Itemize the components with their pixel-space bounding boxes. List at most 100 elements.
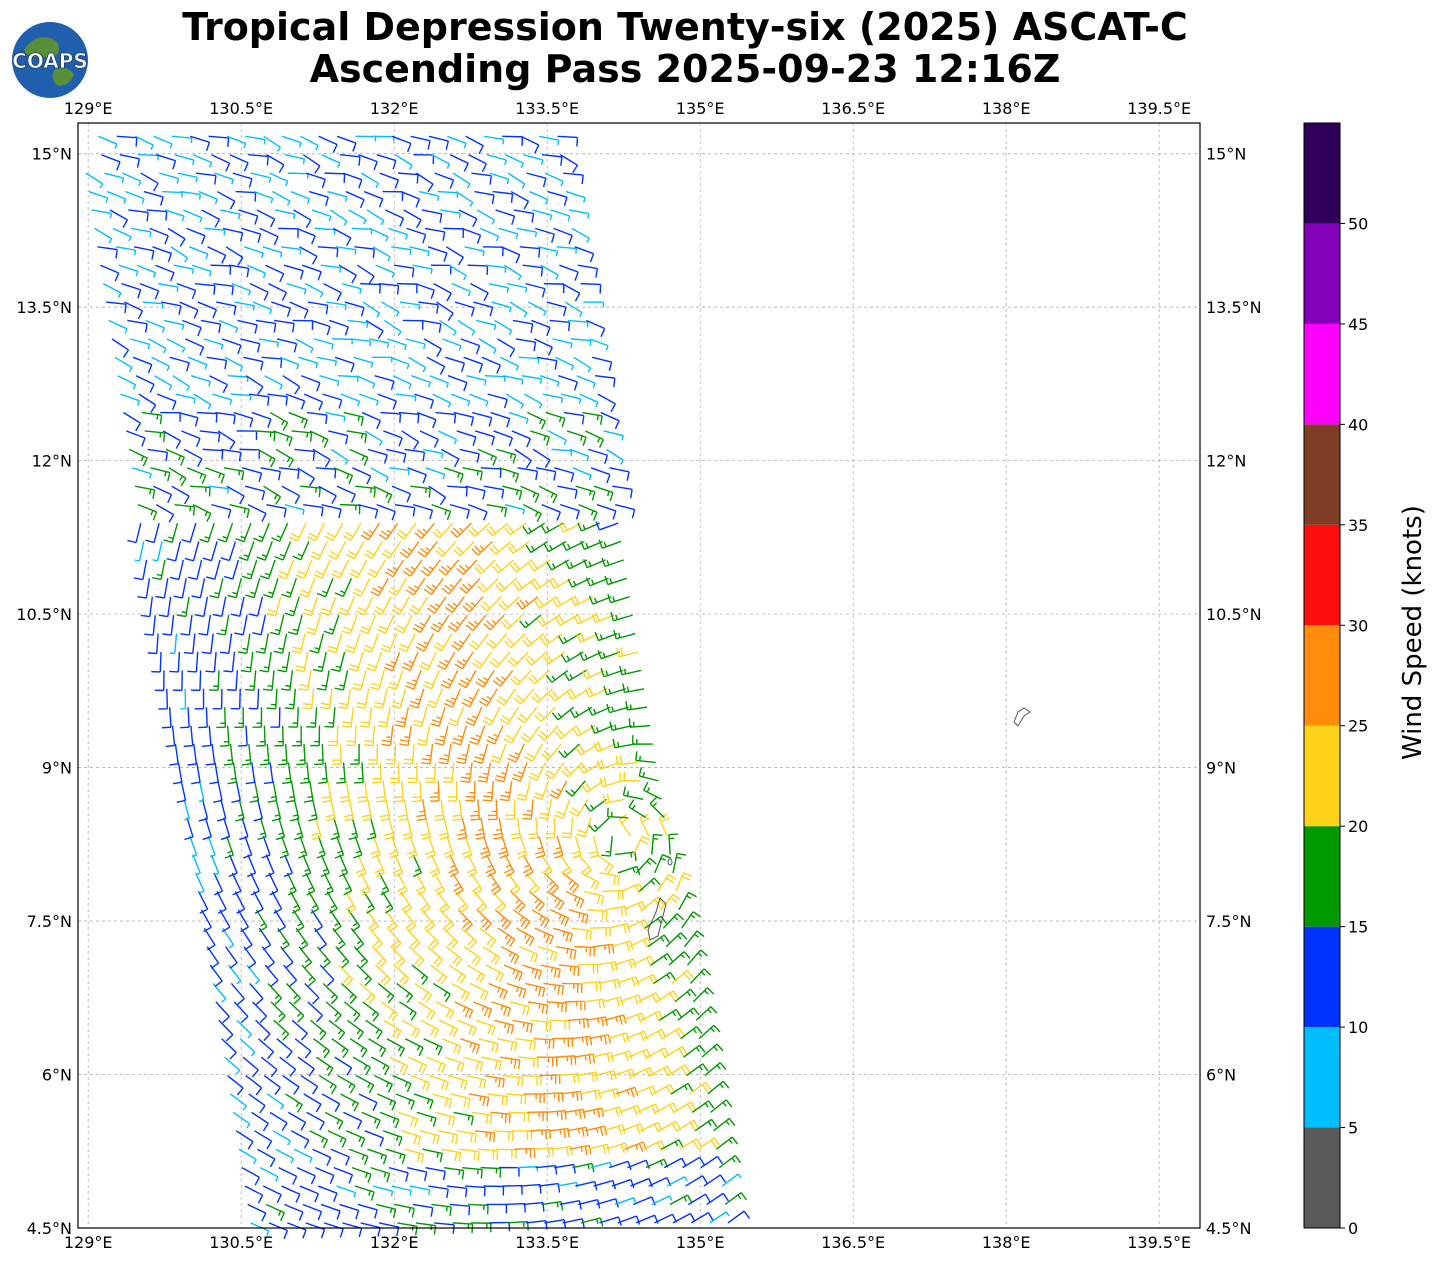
wind-barb xyxy=(511,430,531,448)
barb-flag xyxy=(296,763,306,766)
barb-flag xyxy=(578,1109,582,1119)
wind-barb xyxy=(478,688,498,707)
wind-barb xyxy=(273,1019,290,1041)
wind-barb xyxy=(448,854,459,878)
barb-flag xyxy=(531,560,538,570)
wind-barb xyxy=(444,467,464,483)
barb-flag xyxy=(590,880,597,889)
barb-shaft xyxy=(301,375,321,384)
barb-flag xyxy=(571,850,581,855)
barb-half xyxy=(532,492,536,498)
barb-shaft xyxy=(610,940,631,948)
barb-shaft xyxy=(530,540,548,554)
barb-flag xyxy=(217,538,227,543)
barb-flag xyxy=(470,818,480,821)
barb-flag xyxy=(353,683,363,687)
barb-flag xyxy=(534,494,540,503)
wind-barb xyxy=(591,1051,614,1063)
barb-flag xyxy=(480,582,488,591)
barb-flag xyxy=(683,972,691,981)
barb-shaft xyxy=(168,707,172,728)
wind-barb xyxy=(462,596,484,613)
barb-shaft xyxy=(200,909,212,928)
barb-half xyxy=(128,367,133,373)
barb-flag xyxy=(555,810,565,816)
barb-flag xyxy=(525,544,532,553)
barb-shaft xyxy=(409,1185,430,1191)
wind-barb xyxy=(443,835,455,859)
barb-shaft xyxy=(581,1107,602,1114)
barb-shaft xyxy=(331,614,340,635)
barb-flag xyxy=(406,681,416,687)
wind-barb xyxy=(652,1084,676,1095)
barb-shaft xyxy=(411,743,415,765)
wind-barb xyxy=(590,1161,613,1169)
barb-flag xyxy=(365,993,373,1002)
barb-half xyxy=(585,542,589,549)
wind-barb xyxy=(295,338,314,354)
wind-barb xyxy=(408,356,427,373)
barb-shaft xyxy=(378,670,385,690)
barb-shaft xyxy=(622,1012,642,1021)
barb-shaft xyxy=(214,762,219,783)
barb-shaft xyxy=(167,596,172,617)
barb-shaft xyxy=(601,540,622,549)
barb-half xyxy=(189,506,192,512)
wind-barb xyxy=(553,927,574,943)
barb-flag xyxy=(471,955,478,964)
wind-barb xyxy=(405,670,422,690)
wind-barb xyxy=(360,1222,381,1237)
barb-flag xyxy=(643,1030,649,1040)
barb-half xyxy=(557,712,562,718)
barb-shaft xyxy=(228,633,233,654)
barb-shaft xyxy=(503,688,517,706)
wind-barb xyxy=(398,411,420,424)
wind-barb xyxy=(285,393,306,410)
wind-barb xyxy=(331,559,350,579)
barb-flag xyxy=(545,674,553,683)
barb-flag xyxy=(585,577,591,587)
barb-flag xyxy=(226,689,237,692)
wind-barb xyxy=(324,1111,344,1130)
wind-barb xyxy=(414,982,433,1003)
wind-barb xyxy=(229,503,250,519)
wind-barb xyxy=(303,1093,322,1113)
barb-flag xyxy=(429,868,439,874)
barb-shaft xyxy=(633,1196,653,1206)
barb-flag xyxy=(539,637,547,646)
barb-flag xyxy=(657,1031,663,1040)
wind-barb xyxy=(415,1222,437,1235)
wind-barb xyxy=(289,522,307,542)
barb-shaft xyxy=(434,688,443,708)
wind-barb xyxy=(356,964,372,986)
barb-shaft xyxy=(283,854,293,874)
wind-barb xyxy=(254,1130,273,1150)
barb-shaft xyxy=(582,411,603,417)
barb-shaft xyxy=(658,1120,677,1132)
wind-barb xyxy=(619,994,643,1005)
wind-barb xyxy=(598,539,622,549)
barb-flag xyxy=(198,632,208,636)
barb-flag xyxy=(386,1173,391,1183)
barb-flag xyxy=(341,630,351,635)
wind-barb xyxy=(506,982,527,999)
wind-barb xyxy=(543,982,565,996)
barb-flag xyxy=(489,1115,493,1125)
wind-barb xyxy=(334,578,353,598)
wind-barb xyxy=(505,1093,527,1105)
wind-barb xyxy=(477,577,499,593)
wind-barb xyxy=(219,633,233,655)
wind-barb xyxy=(392,1074,412,1093)
wind-barb xyxy=(295,559,313,580)
barb-half xyxy=(425,487,427,494)
barb-flag xyxy=(516,694,525,702)
barb-flag xyxy=(140,614,150,618)
barb-flag xyxy=(570,597,576,606)
barb-half xyxy=(289,886,295,891)
barb-flag xyxy=(326,979,335,987)
barb-flag xyxy=(405,921,414,929)
barb-flag xyxy=(495,676,504,684)
barb-flag xyxy=(419,665,429,671)
barb-shaft xyxy=(160,559,166,580)
barb-half xyxy=(501,676,506,681)
